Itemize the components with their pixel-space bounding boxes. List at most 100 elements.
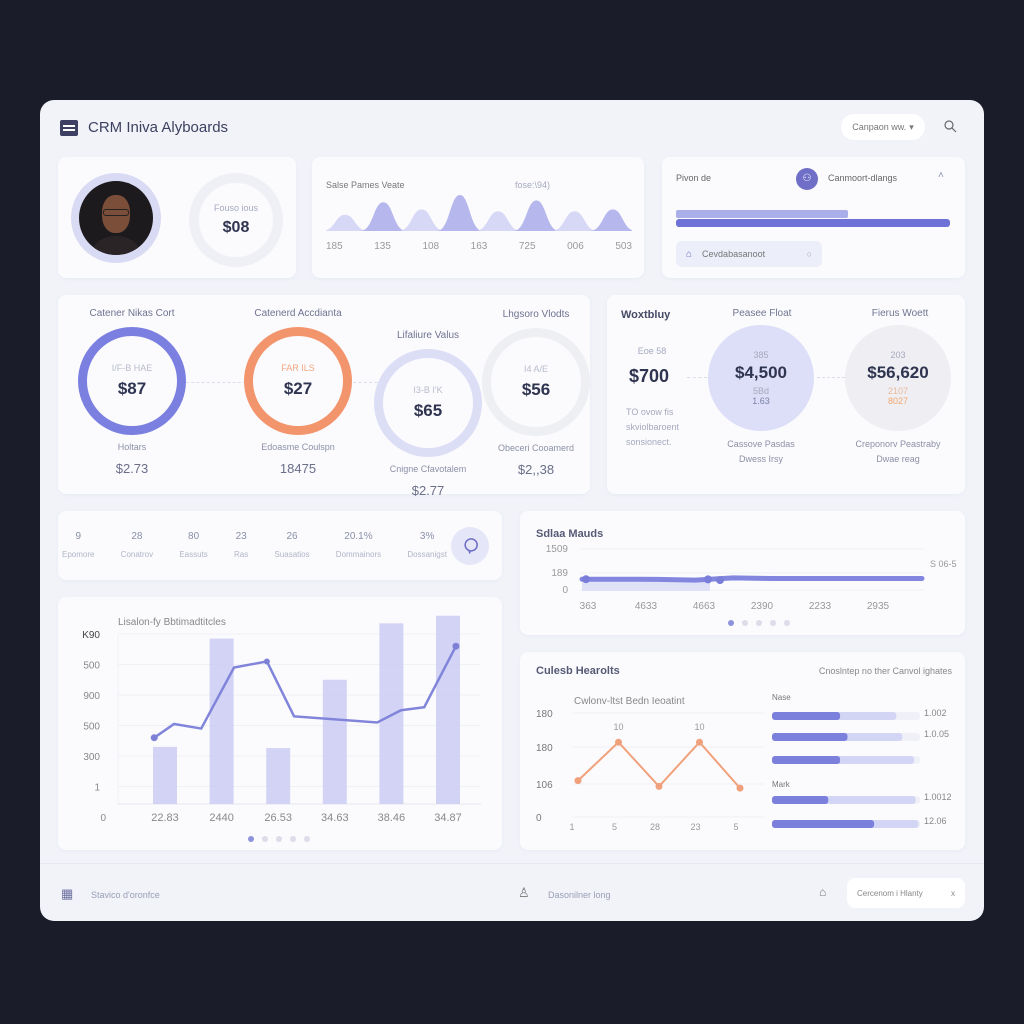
page-dot xyxy=(770,620,776,626)
kpi-card: Catener Nikas Cort I/F-B HAE $87 Holtars $2.… xyxy=(58,295,590,498)
owner-user-label: Canmoort-dlangs xyxy=(828,173,898,183)
data-point xyxy=(736,784,744,792)
search-icon[interactable] xyxy=(943,119,957,133)
close-icon[interactable]: x xyxy=(951,888,955,898)
kpi-foot-label: Obeceri Cooamerd xyxy=(497,443,575,453)
x-tick-label: 4633 xyxy=(635,601,658,612)
app-title: CRM Iniva Alyboards xyxy=(88,119,229,136)
y-tick-label: 180 xyxy=(536,709,553,720)
workday-card: Woxtbluy Eoe 58 $700 TO ovow fis skviolba… xyxy=(607,295,965,494)
data-point xyxy=(716,576,724,585)
y-tick-label: 500 xyxy=(83,722,100,733)
area-fill xyxy=(582,580,710,591)
bar-value-label: 12.06 xyxy=(924,816,947,826)
kpi-foot-label: Edoasme Coulspn xyxy=(261,442,335,452)
x-tick-label: 2390 xyxy=(751,601,774,612)
wave-chart xyxy=(326,195,632,231)
campaign-dropdown[interactable]: Canpaon ww. ▾ xyxy=(841,114,925,140)
wave-peak xyxy=(513,200,560,231)
side-label: S 06-5 xyxy=(930,559,957,569)
ring-label: Fouso ious xyxy=(213,203,259,213)
x-tick-label: 4663 xyxy=(693,601,716,612)
bar xyxy=(266,748,291,804)
store-icon: ▦ xyxy=(61,886,74,901)
footer-button[interactable]: Cercenom i Hlanty x xyxy=(847,878,965,908)
chart-title: Sdlaa Mauds xyxy=(536,528,603,540)
wave-peak xyxy=(475,211,522,231)
lock-icon: ⌂ xyxy=(686,248,693,260)
kpi-title: Lifaliure Valus xyxy=(396,330,460,341)
data-point xyxy=(615,738,622,746)
stat-item: 28 Conatrov xyxy=(120,531,154,559)
footer-middle-link[interactable]: Dasonilner long xyxy=(548,890,611,900)
kpi-foot-label: Holtars xyxy=(117,442,147,452)
y-tick-label: 500 xyxy=(83,661,100,672)
page-dot xyxy=(728,620,734,626)
revenue-ring: Fouso ious $08 xyxy=(189,173,283,267)
status-pill-label: Cevdabasanoot xyxy=(702,249,766,259)
x-tick-label: 363 xyxy=(580,601,597,612)
kpi-ring: I4 A/E $56 xyxy=(482,328,590,436)
chevron-up-icon[interactable]: ˄ xyxy=(938,170,944,181)
chevron-down-icon: ▾ xyxy=(909,121,914,132)
stat-item: 23 Ras xyxy=(234,531,249,559)
page-dot xyxy=(304,836,310,842)
app-window: CRM Iniva Alyboards Canpaon ww. ▾ Fouso i… xyxy=(40,100,984,921)
results-card: Culesb Hearolts Cnoslntep no ther Canvol … xyxy=(520,652,965,850)
bar-primary xyxy=(772,820,875,828)
kpi-ring: I3-B I'K $65 xyxy=(374,349,482,457)
y-tick-label: K90 xyxy=(82,630,100,641)
bar xyxy=(209,638,234,804)
wave-title: Salse Pames Veate xyxy=(326,180,405,190)
sales-line-chart: Sdlaa Mauds 0 189 1509 363 4633 4663 2390 2233 29… xyxy=(536,528,957,626)
user-icon[interactable]: ⚇ xyxy=(796,168,818,190)
sales-line-card: Sdlaa Mauds 0 189 1509 363 4633 4663 2390 2233 29… xyxy=(520,511,965,635)
kpi-ring: I/F-B HAE $87 xyxy=(78,327,186,435)
refresh-icon: ○ xyxy=(806,249,812,259)
x-tick-label: 34.87 xyxy=(434,812,462,824)
x-tick-label: 1 xyxy=(569,822,574,832)
y-tick-label: 189 xyxy=(551,568,568,579)
y-tick-label: 900 xyxy=(83,691,100,702)
kpi-title: Catener Nikas Cort xyxy=(89,308,175,319)
chat-bubble-icon[interactable] xyxy=(451,527,489,565)
x-tick-label: 26.53 xyxy=(264,812,292,824)
y-tick-label: 300 xyxy=(83,752,100,763)
status-pill[interactable]: ⌂ Cevdabasanoot ○ xyxy=(676,241,822,267)
y-tick-label: 106 xyxy=(536,780,553,791)
kpi-foot-value: $2,,38 xyxy=(517,462,555,477)
wave-x-label: 108 xyxy=(422,241,440,252)
wave-peak xyxy=(360,202,407,231)
footer-left-link[interactable]: Stavico d'oronfce xyxy=(91,890,160,900)
progress-secondary xyxy=(676,210,848,218)
lock-icon: ⌂ xyxy=(819,885,827,899)
stats-strip: 9 Epomore 28 Conatrov 80 Eassuts 23 Ras 26 Suasat… xyxy=(58,511,502,580)
page-dot xyxy=(742,620,748,626)
wave-note: fose:\94) xyxy=(515,180,551,190)
owner-card: Pivon de ⚇ Canmoort-dlangs ˄ ⌂ Cevdabasan… xyxy=(662,157,965,278)
avatar[interactable] xyxy=(71,173,161,263)
chart-title: Cnoslntep no ther Canvol ighates xyxy=(819,666,953,676)
y-tick-label: 0 xyxy=(562,585,568,596)
wave-peak xyxy=(326,214,369,231)
x-tick-label: 2935 xyxy=(867,601,890,612)
owner-label: Pivon de xyxy=(676,173,712,183)
x-tick-label: 38.46 xyxy=(378,812,406,824)
wave-x-labels: 185 135 108 163 725 006 503 xyxy=(326,241,632,252)
second-title: Peasee Float xyxy=(732,308,792,319)
data-point xyxy=(696,738,703,746)
kpi-foot-label: Cnigne Cfavotalem xyxy=(389,464,467,474)
page-dot xyxy=(756,620,762,626)
stat-item: 26 Suasatios xyxy=(274,531,310,559)
x-tick-label: 28 xyxy=(650,822,660,832)
group-label: Nase xyxy=(772,693,791,702)
wave-peak xyxy=(398,209,445,231)
kpi-foot-value: $2.73 xyxy=(115,461,149,476)
data-point xyxy=(582,575,590,584)
chart-subtitle: Cwlonv-ltst Bedn Ieoatint xyxy=(574,696,685,707)
chart-title: Lisalon-fy Bbtimadtitcles xyxy=(118,617,226,628)
stat-item: 9 Epomore xyxy=(62,531,95,559)
y-tick-label: 1509 xyxy=(546,544,569,555)
app-logo-icon xyxy=(60,120,78,136)
ring-value: $08 xyxy=(222,219,250,236)
